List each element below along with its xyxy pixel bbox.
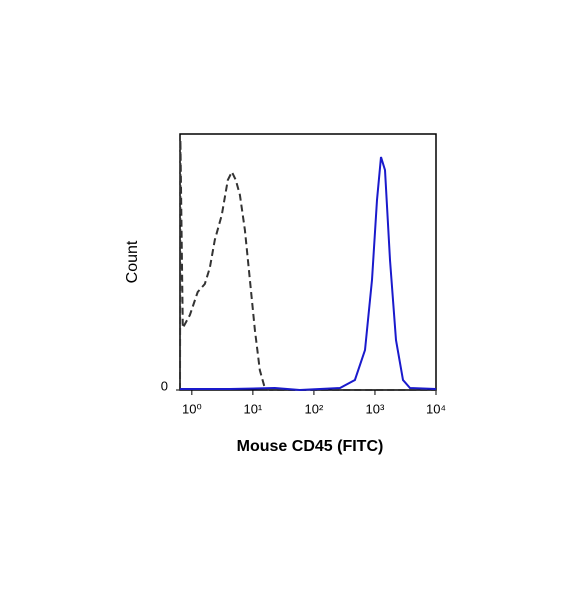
series-line [180, 156, 437, 392]
x-tick-label: 10¹ [243, 401, 262, 416]
x-tick-label: 10⁰ [182, 401, 202, 416]
y-axis-title: Count [124, 240, 141, 283]
x-tick-label: 10⁴ [426, 401, 446, 416]
y-tick-label: 0 [161, 378, 168, 393]
x-tick-label: 10² [305, 401, 324, 416]
series-line [179, 139, 436, 391]
x-axis-title: Mouse CD45 (FITC) [237, 438, 384, 455]
x-tick-label: 10³ [366, 401, 385, 416]
